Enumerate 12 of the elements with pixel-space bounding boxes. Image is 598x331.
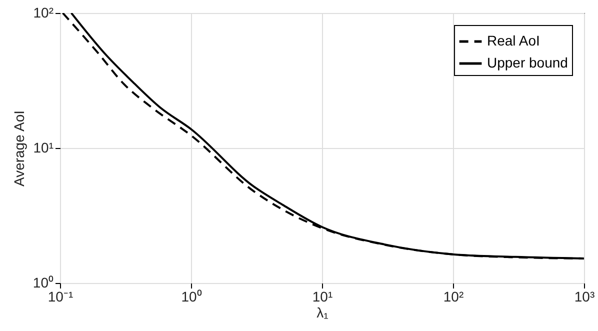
x-tick-label: 10³ <box>574 288 595 304</box>
x-tick-label: 10² <box>443 288 464 304</box>
y-tick-label: 10² <box>33 4 54 20</box>
legend-label: Upper bound <box>487 54 568 70</box>
x-tick-label: 10⁻¹ <box>48 288 74 304</box>
x-tick-label: 10⁰ <box>181 288 202 304</box>
x-tick-label: 10¹ <box>312 288 333 304</box>
legend-label: Real AoI <box>487 32 540 48</box>
y-tick-label: 10⁰ <box>32 274 54 290</box>
y-axis-title: Average AoI <box>10 110 27 187</box>
y-tick-label: 10¹ <box>33 140 54 156</box>
x-axis-title: λ₁ <box>316 304 329 320</box>
